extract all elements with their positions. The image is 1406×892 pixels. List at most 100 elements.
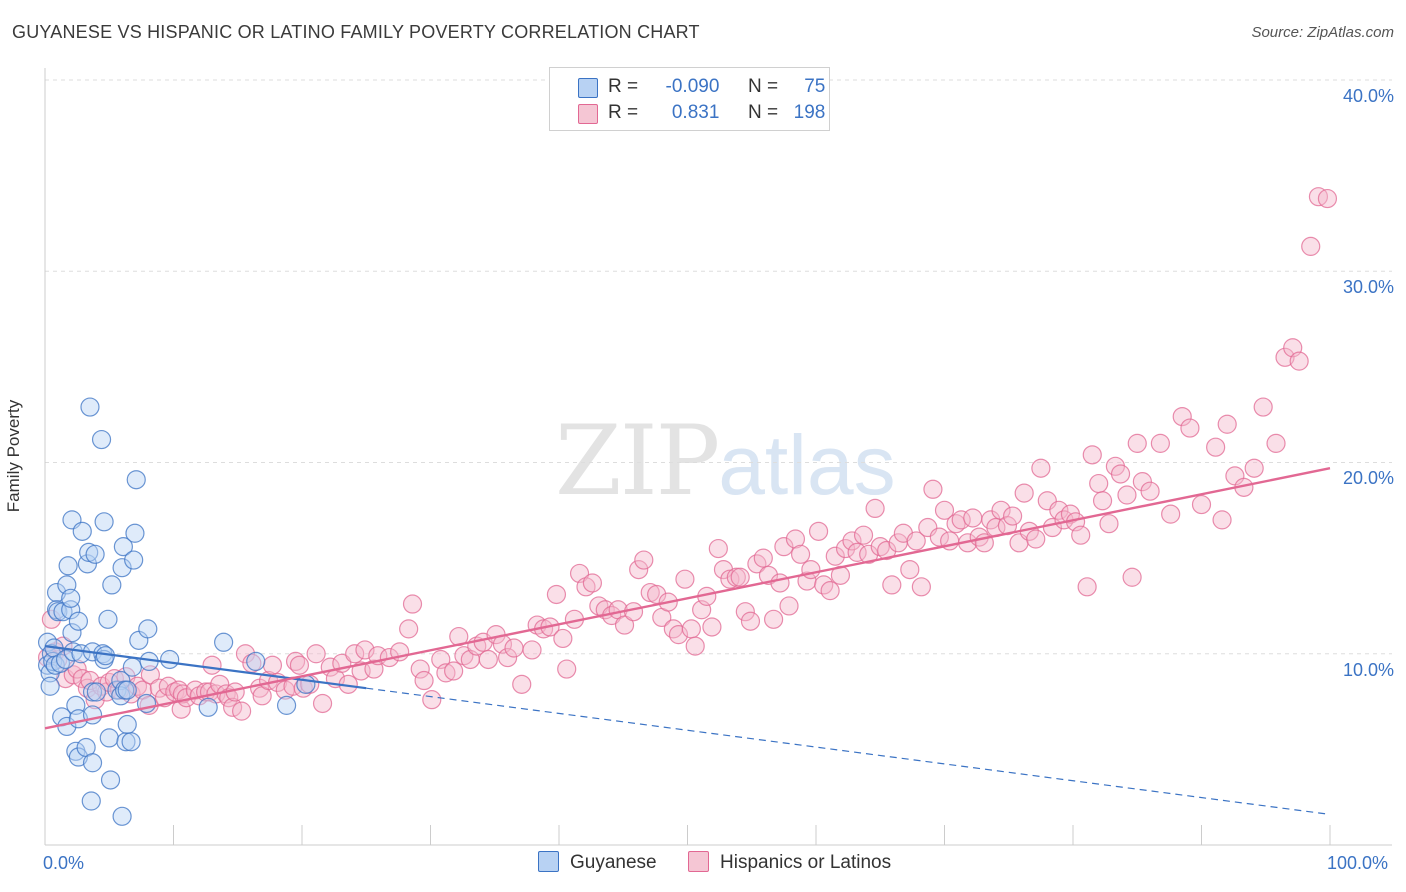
hispanic-point xyxy=(1212,510,1232,530)
hispanic-point xyxy=(262,655,283,675)
hispanic-point xyxy=(1117,485,1137,505)
legend-row-hispanic: R = 0.831 N = 198 xyxy=(608,102,825,126)
hispanic-point xyxy=(681,619,701,639)
hispanic-point xyxy=(1003,506,1023,526)
watermark-atlas: atlas xyxy=(718,418,896,512)
hispanic-point xyxy=(41,609,62,629)
hispanic-point xyxy=(1122,567,1142,587)
hispanic-point xyxy=(1244,458,1264,478)
hispanic-point xyxy=(1110,464,1131,484)
hispanic-point xyxy=(1089,473,1109,494)
hispanic-point xyxy=(1099,514,1119,534)
hispanic-point xyxy=(498,647,518,668)
hispanic-point xyxy=(1172,407,1192,427)
guyanese-trend-extension xyxy=(366,687,1331,815)
legend-n-label: N = xyxy=(747,76,779,97)
hispanic-point xyxy=(512,674,532,694)
hispanic-point xyxy=(1140,481,1160,501)
hispanic-point xyxy=(127,676,148,696)
guyanese-point xyxy=(82,705,103,725)
y-tick-20: 20.0% xyxy=(1342,468,1394,488)
guyanese-point xyxy=(121,732,141,752)
watermark-zip: ZIP xyxy=(555,405,720,517)
hispanic-point xyxy=(808,521,829,541)
hispanic-point xyxy=(702,617,722,637)
bottom-legend-guyanese: Guyanese xyxy=(538,851,657,874)
guyanese-point xyxy=(112,806,132,826)
hispanic-point xyxy=(934,500,955,520)
guyanese-point xyxy=(276,695,297,715)
hispanic-point xyxy=(906,531,926,551)
hispanic-point xyxy=(546,584,567,605)
hispanic-point xyxy=(235,644,256,664)
hispanic-point xyxy=(80,670,100,691)
hispanic-point xyxy=(399,619,419,639)
guyanese-point xyxy=(91,429,112,450)
hispanic-point xyxy=(779,596,799,616)
hispanic-point xyxy=(882,575,902,595)
guyanese-point xyxy=(111,670,131,691)
guyanese-point xyxy=(50,653,71,673)
y-tick-10: 10.0% xyxy=(1342,660,1394,680)
hispanic-point xyxy=(865,498,885,518)
bottom-legend-label-hispanic: Hispanics or Latinos xyxy=(720,852,892,873)
guyanese-point xyxy=(46,582,67,603)
guyanese-point xyxy=(40,676,60,696)
hispanic-point xyxy=(634,550,654,570)
legend-r-label: R = xyxy=(608,76,639,97)
guyanese-point xyxy=(58,556,78,576)
x-tick-min: 0.0% xyxy=(43,853,85,873)
legend-r-value: -0.090 xyxy=(665,76,720,97)
bottom-legend-hispanic: Hispanics or Latinos xyxy=(688,851,892,874)
legend-swatch-hispanic xyxy=(578,104,598,124)
hispanic-point xyxy=(877,540,897,561)
guyanese-point xyxy=(99,728,119,748)
hispanic-point xyxy=(629,559,649,580)
hispanic-point xyxy=(685,636,705,656)
hispanic-point xyxy=(1191,494,1212,515)
guyanese-point xyxy=(100,770,121,790)
hispanic-point xyxy=(1031,458,1051,478)
hispanic-point xyxy=(345,644,365,664)
hispanic-point xyxy=(675,569,695,589)
hispanic-point xyxy=(289,655,310,675)
hispanic-point xyxy=(1217,414,1237,434)
hispanic-point xyxy=(763,609,784,629)
guyanese-point xyxy=(102,575,122,595)
hispanic-trend-line xyxy=(44,467,1331,730)
bottom-legend-label-guyanese: Guyanese xyxy=(570,852,657,873)
hispanic-point xyxy=(923,479,943,499)
guyanese-point xyxy=(61,588,81,608)
guyanese-point xyxy=(85,544,105,564)
guyanese-point xyxy=(125,523,145,543)
hispanic-point xyxy=(770,573,790,593)
watermark: ZIPatlas xyxy=(555,405,896,517)
guyanese-point xyxy=(98,609,118,629)
bottom-legend-swatch-hispanic xyxy=(688,851,709,872)
guyanese-point xyxy=(117,714,137,735)
hispanic-point xyxy=(614,615,635,635)
hispanic-point xyxy=(522,640,542,660)
hispanic-point xyxy=(1071,525,1091,545)
hispanic-point xyxy=(553,628,573,649)
guyanese-point xyxy=(68,747,89,767)
guyanese-point xyxy=(68,611,89,631)
hispanic-point xyxy=(306,644,326,664)
hispanic-point xyxy=(825,546,845,566)
hispanic-point xyxy=(730,567,750,587)
hispanic-point xyxy=(1275,347,1295,367)
guyanese-point xyxy=(122,657,142,677)
y-tick-30: 30.0% xyxy=(1342,277,1394,297)
legend-r-label: R = xyxy=(608,102,639,123)
guyanese-point xyxy=(198,697,218,717)
guyanese-point xyxy=(296,674,316,694)
guyanese-point xyxy=(86,682,107,702)
hispanic-point xyxy=(436,663,456,683)
legend-r-value: 0.831 xyxy=(671,102,720,123)
hispanic-point xyxy=(1317,188,1338,209)
correlation-legend: R = -0.090 N = 75 R = 0.831 N = 198 xyxy=(549,67,830,131)
hispanic-point xyxy=(1301,236,1321,256)
guyanese-point xyxy=(246,651,266,672)
hispanic-point xyxy=(1289,351,1309,371)
